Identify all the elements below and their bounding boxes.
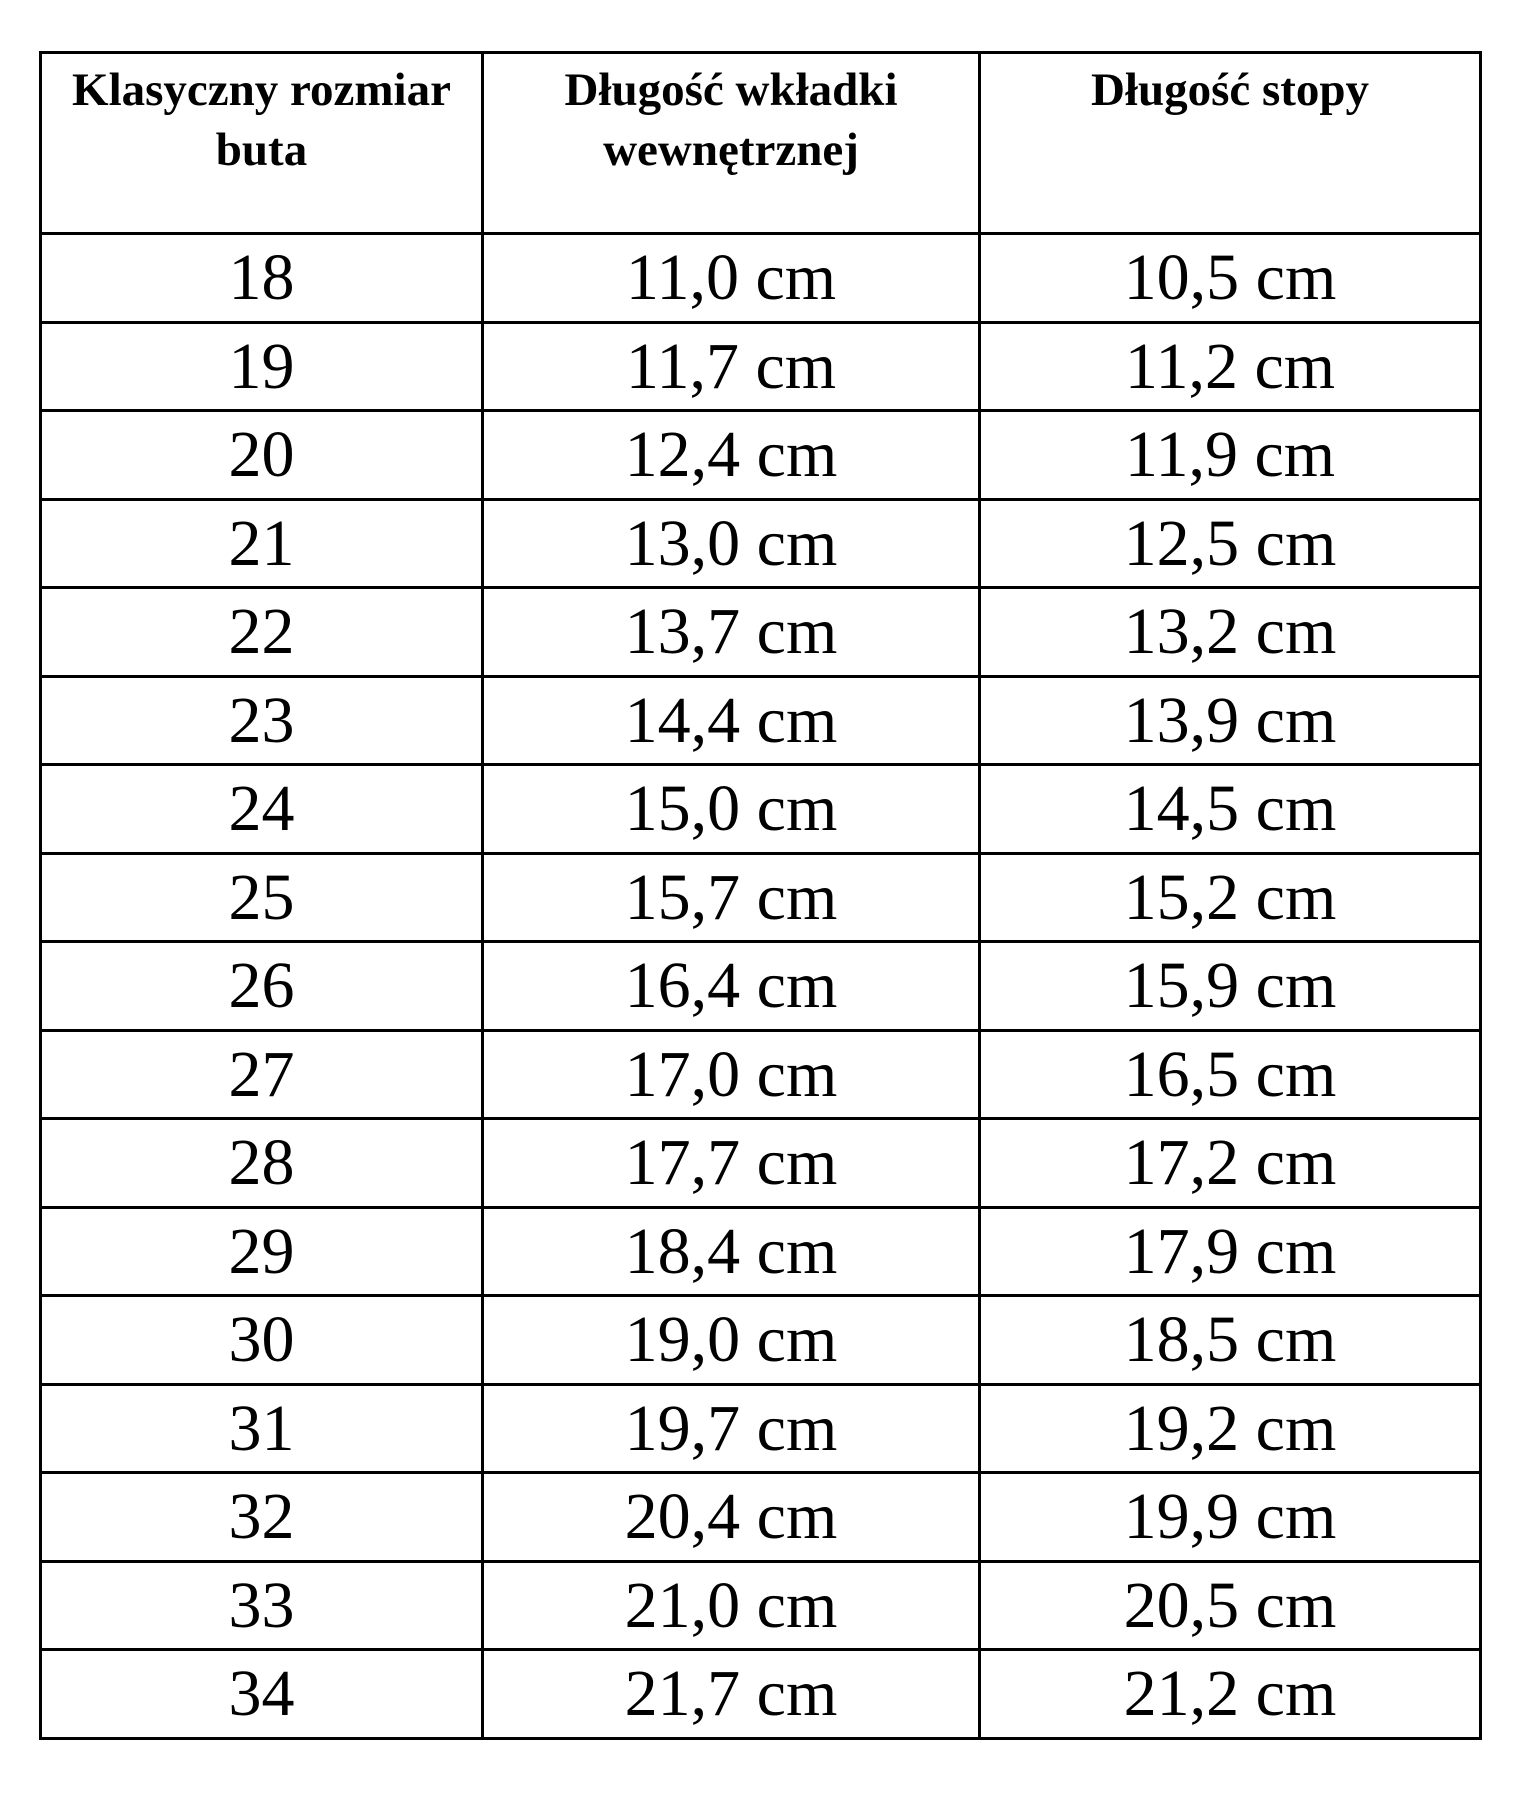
header-row: Klasyczny rozmiar buta Długość wkładki w… <box>39 51 1482 235</box>
insole-length-cell: 17,0 cm <box>481 1028 981 1120</box>
foot-length-cell: 21,2 cm <box>978 1648 1482 1740</box>
foot-length-cell: 13,2 cm <box>978 586 1482 678</box>
shoe-size-cell: 34 <box>39 1648 484 1740</box>
table-row: 29 18,4 cm 17,9 cm <box>39 1205 1482 1297</box>
foot-length-cell: 19,2 cm <box>978 1382 1482 1474</box>
insole-length-cell: 19,7 cm <box>481 1382 981 1474</box>
insole-length-cell: 21,7 cm <box>481 1648 981 1740</box>
shoe-size-cell: 27 <box>39 1028 484 1120</box>
foot-length-cell: 11,2 cm <box>978 320 1482 412</box>
insole-length-cell: 19,0 cm <box>481 1294 981 1386</box>
shoe-size-cell: 29 <box>39 1205 484 1297</box>
insole-length-cell: 15,0 cm <box>481 763 981 855</box>
shoe-size-cell: 31 <box>39 1382 484 1474</box>
table-row: 24 15,0 cm 14,5 cm <box>39 763 1482 855</box>
table-row: 34 21,7 cm 21,2 cm <box>39 1648 1482 1740</box>
table-row: 25 15,7 cm 15,2 cm <box>39 851 1482 943</box>
header-insole-length: Długość wkładki wewnętrznej <box>481 51 981 235</box>
insole-length-cell: 13,0 cm <box>481 497 981 589</box>
insole-length-cell: 17,7 cm <box>481 1117 981 1209</box>
foot-length-cell: 17,9 cm <box>978 1205 1482 1297</box>
table-row: 33 21,0 cm 20,5 cm <box>39 1559 1482 1651</box>
foot-length-cell: 17,2 cm <box>978 1117 1482 1209</box>
foot-length-cell: 16,5 cm <box>978 1028 1482 1120</box>
shoe-size-table: Klasyczny rozmiar buta Długość wkładki w… <box>39 51 1482 1740</box>
shoe-size-cell: 32 <box>39 1471 484 1563</box>
shoe-size-cell: 26 <box>39 940 484 1032</box>
foot-length-cell: 15,2 cm <box>978 851 1482 943</box>
table-row: 20 12,4 cm 11,9 cm <box>39 409 1482 501</box>
shoe-size-cell: 25 <box>39 851 484 943</box>
insole-length-cell: 14,4 cm <box>481 674 981 766</box>
table-row: 19 11,7 cm 11,2 cm <box>39 320 1482 412</box>
insole-length-cell: 12,4 cm <box>481 409 981 501</box>
insole-length-cell: 16,4 cm <box>481 940 981 1032</box>
table-row: 28 17,7 cm 17,2 cm <box>39 1117 1482 1209</box>
foot-length-cell: 14,5 cm <box>978 763 1482 855</box>
table-row: 26 16,4 cm 15,9 cm <box>39 940 1482 1032</box>
table-row: 21 13,0 cm 12,5 cm <box>39 497 1482 589</box>
shoe-size-cell: 30 <box>39 1294 484 1386</box>
table-row: 18 11,0 cm 10,5 cm <box>39 232 1482 324</box>
insole-length-cell: 11,7 cm <box>481 320 981 412</box>
insole-length-cell: 13,7 cm <box>481 586 981 678</box>
foot-length-cell: 18,5 cm <box>978 1294 1482 1386</box>
shoe-size-cell: 28 <box>39 1117 484 1209</box>
insole-length-cell: 11,0 cm <box>481 232 981 324</box>
header-foot-length: Długość stopy <box>978 51 1482 235</box>
shoe-size-cell: 23 <box>39 674 484 766</box>
insole-length-cell: 18,4 cm <box>481 1205 981 1297</box>
foot-length-cell: 11,9 cm <box>978 409 1482 501</box>
foot-length-cell: 19,9 cm <box>978 1471 1482 1563</box>
shoe-size-cell: 18 <box>39 232 484 324</box>
foot-length-cell: 20,5 cm <box>978 1559 1482 1651</box>
table-row: 27 17,0 cm 16,5 cm <box>39 1028 1482 1120</box>
shoe-size-cell: 22 <box>39 586 484 678</box>
table-row: 31 19,7 cm 19,2 cm <box>39 1382 1482 1474</box>
shoe-size-cell: 24 <box>39 763 484 855</box>
insole-length-cell: 15,7 cm <box>481 851 981 943</box>
foot-length-cell: 12,5 cm <box>978 497 1482 589</box>
shoe-size-cell: 33 <box>39 1559 484 1651</box>
shoe-size-cell: 20 <box>39 409 484 501</box>
foot-length-cell: 13,9 cm <box>978 674 1482 766</box>
table-row: 30 19,0 cm 18,5 cm <box>39 1294 1482 1386</box>
foot-length-cell: 10,5 cm <box>978 232 1482 324</box>
table-row: 32 20,4 cm 19,9 cm <box>39 1471 1482 1563</box>
header-shoe-size: Klasyczny rozmiar buta <box>39 51 484 235</box>
table-row: 23 14,4 cm 13,9 cm <box>39 674 1482 766</box>
shoe-size-cell: 19 <box>39 320 484 412</box>
foot-length-cell: 15,9 cm <box>978 940 1482 1032</box>
insole-length-cell: 21,0 cm <box>481 1559 981 1651</box>
shoe-size-cell: 21 <box>39 497 484 589</box>
table-row: 22 13,7 cm 13,2 cm <box>39 586 1482 678</box>
insole-length-cell: 20,4 cm <box>481 1471 981 1563</box>
